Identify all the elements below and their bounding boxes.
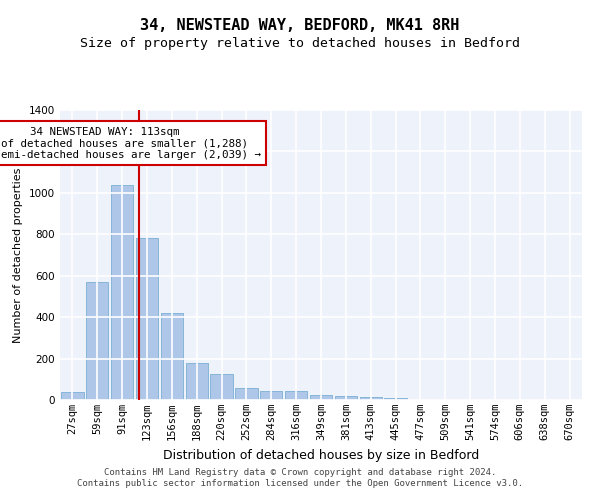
Bar bbox=[235, 388, 257, 400]
Y-axis label: Number of detached properties: Number of detached properties bbox=[13, 168, 23, 342]
Bar bbox=[111, 184, 133, 400]
Text: 34 NEWSTEAD WAY: 113sqm
← 38% of detached houses are smaller (1,288)
61% of semi: 34 NEWSTEAD WAY: 113sqm ← 38% of detache… bbox=[0, 126, 261, 160]
Bar bbox=[310, 395, 332, 400]
Bar bbox=[136, 238, 158, 400]
Bar bbox=[285, 392, 307, 400]
Bar bbox=[260, 392, 283, 400]
Bar bbox=[359, 397, 382, 400]
Bar bbox=[335, 396, 357, 400]
X-axis label: Distribution of detached houses by size in Bedford: Distribution of detached houses by size … bbox=[163, 448, 479, 462]
Bar bbox=[185, 362, 208, 400]
Text: Contains HM Land Registry data © Crown copyright and database right 2024.
Contai: Contains HM Land Registry data © Crown c… bbox=[77, 468, 523, 487]
Text: Size of property relative to detached houses in Bedford: Size of property relative to detached ho… bbox=[80, 38, 520, 51]
Bar bbox=[86, 282, 109, 400]
Bar bbox=[385, 398, 407, 400]
Text: 34, NEWSTEAD WAY, BEDFORD, MK41 8RH: 34, NEWSTEAD WAY, BEDFORD, MK41 8RH bbox=[140, 18, 460, 32]
Bar bbox=[61, 392, 83, 400]
Bar bbox=[161, 313, 183, 400]
Bar bbox=[211, 374, 233, 400]
